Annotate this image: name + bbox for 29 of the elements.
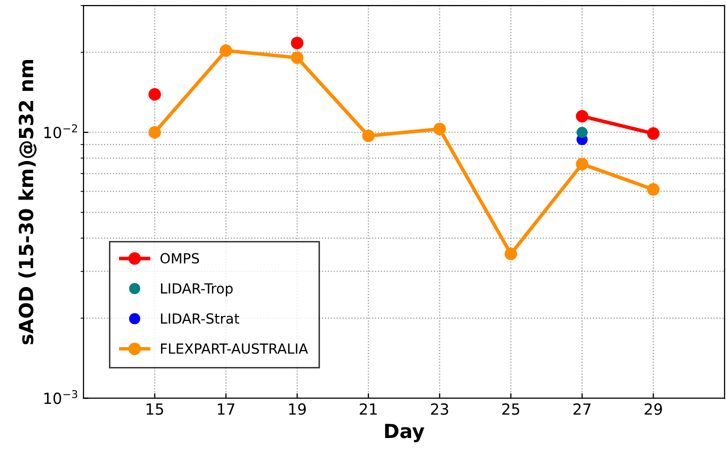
point <box>504 248 518 260</box>
point <box>220 44 232 57</box>
point <box>576 158 588 170</box>
point <box>148 88 161 101</box>
legend-label: OMPS <box>160 253 199 264</box>
x-tick-label: 15 <box>146 404 164 415</box>
x-tick-label: 17 <box>218 404 234 415</box>
x-tick-label: 21 <box>360 403 377 415</box>
point <box>433 122 446 136</box>
point <box>647 127 660 140</box>
y-axis-title: sAOD (15-30 km)@532 nm <box>18 60 37 344</box>
point <box>148 126 161 139</box>
legend-label: LIDAR-Trop <box>161 283 233 296</box>
point <box>576 126 588 138</box>
point <box>362 130 375 142</box>
point <box>647 183 660 196</box>
x-tick-label: 25 <box>502 403 520 415</box>
x-tick-label: 27 <box>573 403 591 415</box>
point <box>290 36 304 50</box>
y-tick-label: 10$^{−3}$ <box>44 390 78 404</box>
legend-label: LIDAR-Strat <box>161 313 240 324</box>
x-axis-title: Day <box>385 424 424 442</box>
x-tick-label: 19 <box>289 403 306 415</box>
point <box>576 110 588 122</box>
x-tick-label: 23 <box>431 403 448 415</box>
legend-label: FLEXPART-AUSTRALIA <box>161 343 308 354</box>
point <box>290 51 304 64</box>
x-tick-label: 29 <box>644 403 662 415</box>
y-tick-label: 10$^{−2}$ <box>44 124 78 138</box>
